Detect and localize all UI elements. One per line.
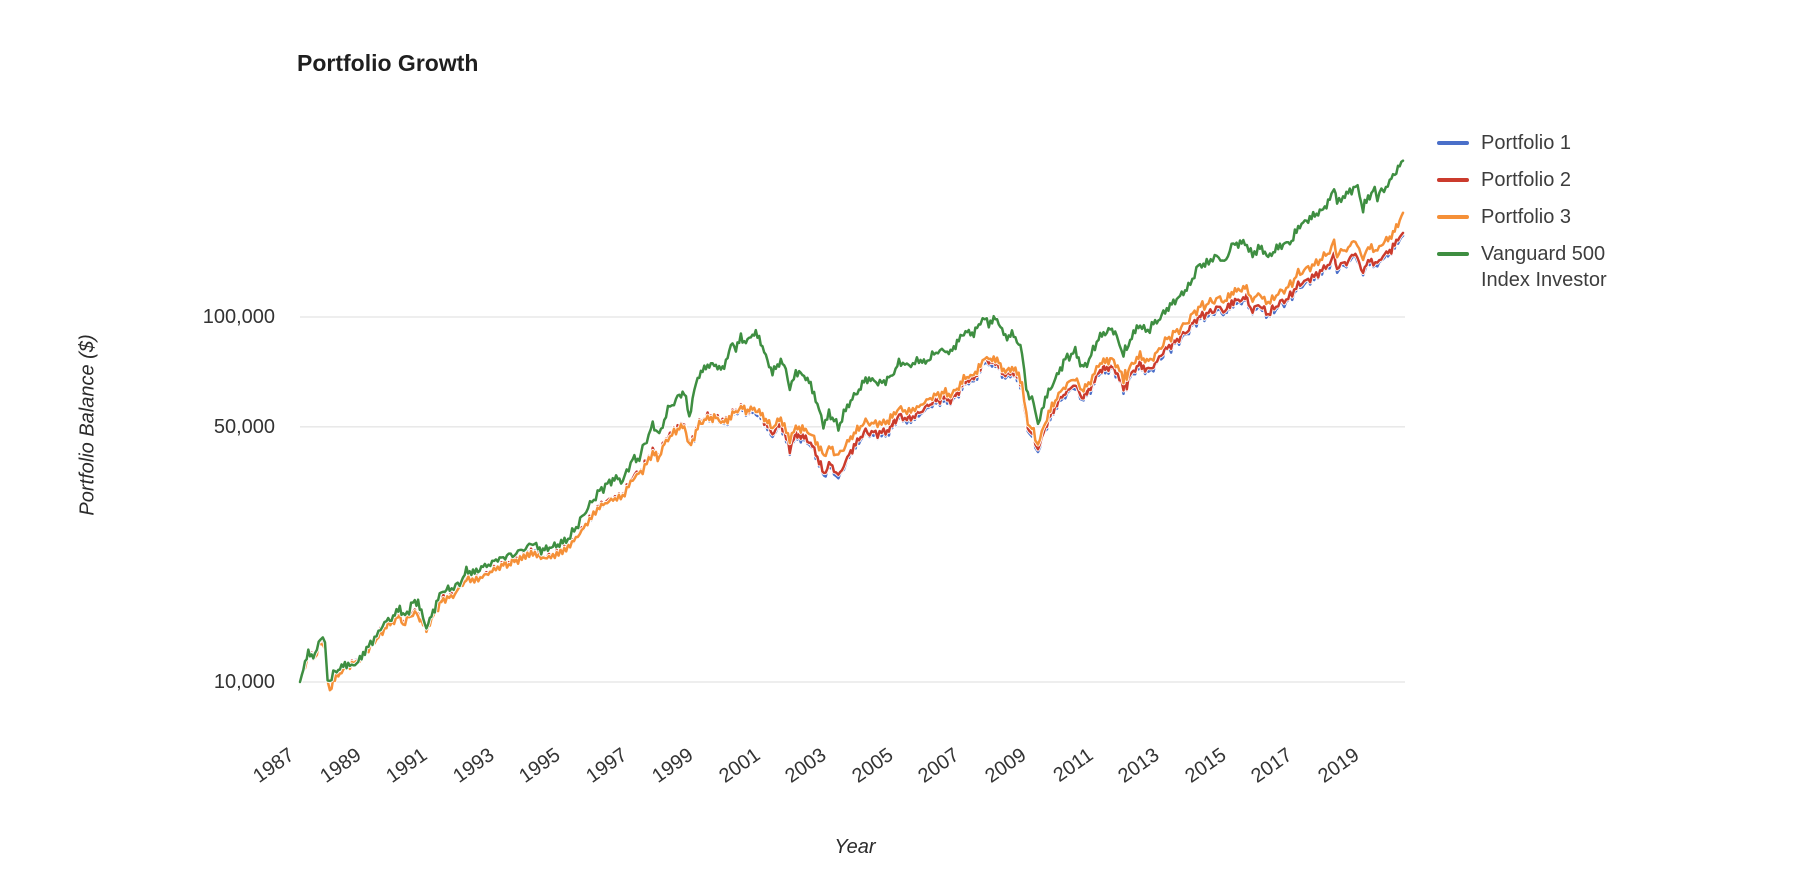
legend-color-swatch <box>1437 215 1469 219</box>
chart-legend: Portfolio 1 Portfolio 2 Portfolio 3 Vanguar… <box>1437 130 1633 293</box>
legend-label: Portfolio 1 <box>1481 132 1572 154</box>
y-tick-label-10,000: 10,000 <box>213 671 275 693</box>
legend-label: Portfolio 3 <box>1481 206 1572 228</box>
legend-color-swatch <box>1437 141 1469 145</box>
series-line-portfolio-2[interactable] <box>298 231 1405 686</box>
legend-label: Portfolio 2 <box>1481 169 1572 191</box>
series-line-vanguard-500-index-investor[interactable] <box>298 159 1405 684</box>
legend-item-vanguard-500-index-investor[interactable]: Vanguard 500 Index Investor <box>1437 241 1633 293</box>
legend-color-swatch <box>1437 178 1469 182</box>
series-line-portfolio-1[interactable] <box>298 234 1405 686</box>
legend-label: Vanguard 500 Index Investor <box>1481 243 1607 291</box>
legend-item-portfolio-3[interactable]: Portfolio 3 <box>1437 204 1633 230</box>
series-line-portfolio-3[interactable] <box>298 211 1405 692</box>
chart-title: Portfolio Growth <box>297 50 479 76</box>
legend-color-swatch <box>1437 252 1469 256</box>
series-halo-vanguard-500-index-investor <box>297 158 1406 685</box>
y-tick-label-50,000: 50,000 <box>213 415 275 438</box>
y-axis-title: Portfolio Balance ($) <box>76 334 99 516</box>
legend-item-portfolio-1[interactable]: Portfolio 1 <box>1437 130 1633 156</box>
y-tick-label-100,000: 100,000 <box>202 306 275 328</box>
x-axis-title: Year <box>834 836 876 858</box>
legend-item-portfolio-2[interactable]: Portfolio 2 <box>1437 167 1633 193</box>
